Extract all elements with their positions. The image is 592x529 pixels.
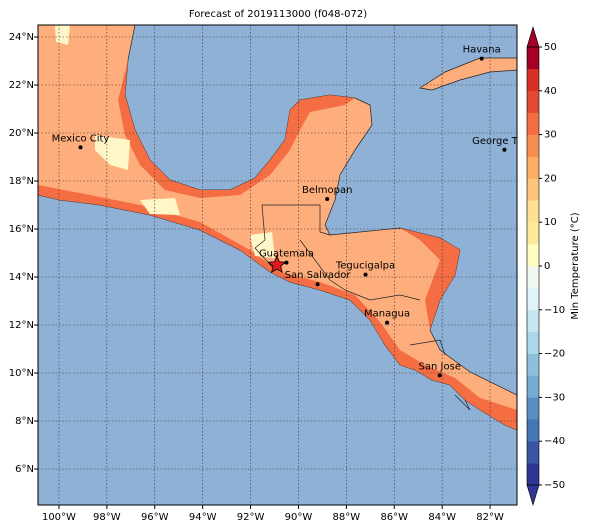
city-label: Mexico City (52, 133, 110, 144)
cool-highland (95, 135, 130, 170)
city-dot (502, 147, 507, 152)
city-dot (437, 373, 442, 378)
colorbar-band (527, 353, 539, 376)
lat-tick-label: 18°N (9, 176, 34, 187)
colorbar-band (527, 309, 539, 332)
lat-tick-label: 16°N (9, 224, 34, 235)
graticule (38, 25, 517, 505)
colorbar-tick-label: −40 (544, 436, 565, 447)
cool-highland (140, 198, 180, 215)
city-dot (284, 260, 289, 265)
colorbar-extend-bottom (526, 484, 540, 507)
city-label: Havana (463, 45, 501, 56)
colorbar-band (527, 90, 539, 113)
colorbar-band (527, 222, 539, 245)
colorbar-band (527, 266, 539, 289)
lat-tick-label: 8°N (15, 416, 34, 427)
warm-east (400, 228, 460, 330)
colorbar-label: Min Temperature (°C) (570, 212, 581, 319)
lat-tick-label: 14°N (9, 272, 34, 283)
map-frame (37, 24, 518, 506)
lon-tick-label: 96°W (141, 512, 169, 523)
city-dot (479, 56, 484, 61)
city-label: Guatemala (259, 249, 314, 260)
lat-tick-label: 24°N (9, 32, 34, 43)
city-dot (78, 145, 83, 150)
colorbar-band (527, 287, 539, 311)
colorbar-band (527, 200, 539, 223)
colorbar-tick-label: −20 (544, 349, 565, 360)
colorbar-tick-label: −30 (544, 392, 565, 403)
country-border (254, 204, 471, 411)
cuba (419, 57, 517, 91)
lon-tick-label: 86°W (380, 512, 408, 523)
forecast-star (267, 254, 287, 274)
colorbar-tick-label: 10 (544, 217, 557, 228)
city-label: George Town (472, 136, 537, 147)
city-layer: Havana Mexico City George Town Belmopan Guat… (52, 45, 537, 378)
colorbar-tick-label: 30 (544, 130, 557, 141)
city-label: Belmopan (302, 185, 352, 196)
lon-tick-label: 94°W (189, 512, 217, 523)
colorbar-tick-label: 20 (544, 173, 557, 184)
city-label: Tegucigalpa (335, 261, 395, 272)
lat-tick-label: 20°N (9, 128, 34, 139)
city-dot (325, 197, 330, 201)
city-label: San Jose (419, 361, 461, 372)
colorbar-band (527, 463, 539, 486)
colorbar-band (527, 397, 539, 420)
colorbar-band (527, 419, 539, 442)
city-dot (363, 272, 368, 277)
colorbar-band (527, 68, 539, 92)
lon-tick-label: 84°W (428, 512, 456, 523)
city-label: San Salvador (285, 270, 352, 281)
colorbar-band (527, 178, 539, 201)
city-dot (315, 282, 320, 287)
colorbar-extend-top (526, 25, 540, 48)
title: Forecast of 2019113000 (f048-072) (189, 9, 367, 20)
colorbar-band (527, 331, 539, 354)
cool-highland (55, 25, 70, 45)
marks: 100°W 98°W 96°W 94°W 92°W 90°W 88°W 86°W 84°W 82°… (9, 32, 537, 523)
colorbar-tick-label: 50 (544, 42, 557, 53)
colorbar-band (527, 47, 539, 70)
colorbar-band (527, 375, 539, 398)
lat-tick-label: 10°N (9, 368, 34, 379)
colorbar-band (527, 134, 539, 157)
colorbar-band (527, 156, 539, 179)
colorbar-band (527, 112, 539, 135)
lat-tick-label: 12°N (9, 320, 34, 331)
lon-tick-label: 92°W (237, 512, 265, 523)
map-area (38, 25, 517, 505)
lat-tick-label: 6°N (15, 464, 34, 475)
colorbar-tick-label: 0 (544, 261, 550, 272)
lon-tick-label: 100°W (42, 512, 76, 523)
lat-tick-label: 22°N (9, 80, 34, 91)
colorbar-band (527, 441, 539, 464)
cool-highland (250, 232, 275, 258)
lon-tick-label: 88°W (333, 512, 361, 523)
colorbar-band (527, 244, 539, 267)
lon-tick-label: 90°W (285, 512, 313, 523)
city-label: Managua (364, 309, 410, 320)
colorbar-tick-label: 40 (544, 86, 557, 97)
city-dot (385, 320, 390, 325)
lon-tick-label: 82°W (476, 512, 504, 523)
colorbar-tick-label: −50 (544, 480, 565, 491)
lon-tick-label: 98°W (93, 512, 121, 523)
colorbar-tick-label: −10 (544, 305, 565, 316)
